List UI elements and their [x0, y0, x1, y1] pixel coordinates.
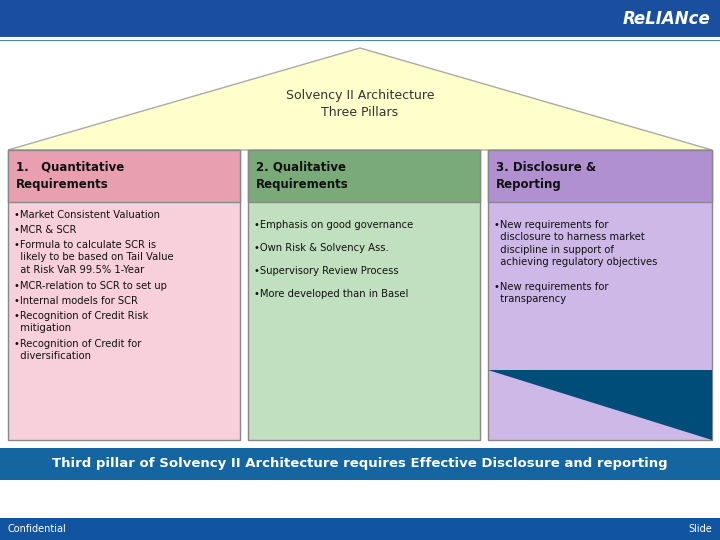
Bar	[488, 150, 712, 202]
Bar	[248, 150, 480, 440]
Bar	[8, 150, 240, 202]
Text: •MCR-relation to SCR to set up: •MCR-relation to SCR to set up	[14, 281, 167, 291]
Text: •Supervisory Review Process: •Supervisory Review Process	[254, 266, 399, 276]
Text: •Recognition of Credit for
  diversification: •Recognition of Credit for diversificati…	[14, 339, 141, 361]
Polygon shape	[8, 48, 712, 150]
Text: 3. Disclosure &
Reporting: 3. Disclosure & Reporting	[496, 161, 596, 191]
Text: Solvency II Architecture
Three Pillars: Solvency II Architecture Three Pillars	[286, 89, 434, 119]
Text: •New requirements for
  transparency: •New requirements for transparency	[494, 282, 608, 305]
Text: 2. Qualitative
Requirements: 2. Qualitative Requirements	[256, 161, 348, 191]
Text: 1.   Quantitative
Requirements: 1. Quantitative Requirements	[16, 161, 125, 191]
Bar	[248, 150, 480, 202]
Bar	[0, 480, 720, 518]
Text: •New requirements for
  disclosure to harness market
  discipline in support of
: •New requirements for disclosure to harn…	[494, 220, 657, 267]
Text: •Internal models for SCR: •Internal models for SCR	[14, 296, 138, 306]
Text: Slide: Slide	[688, 524, 712, 534]
Bar	[488, 150, 712, 440]
Text: Confidential: Confidential	[8, 524, 67, 534]
Bar	[0, 518, 720, 540]
Text: •More developed than in Basel: •More developed than in Basel	[254, 289, 408, 299]
Bar	[0, 448, 720, 480]
Text: •Market Consistent Valuation: •Market Consistent Valuation	[14, 210, 160, 220]
Text: •Formula to calculate SCR is
  likely to be based on Tail Value
  at Risk VaR 99: •Formula to calculate SCR is likely to b…	[14, 240, 174, 275]
Text: Third pillar of Solvency II Architecture requires Effective Disclosure and repor: Third pillar of Solvency II Architecture…	[52, 457, 668, 470]
Text: •Emphasis on good governance: •Emphasis on good governance	[254, 220, 413, 230]
Text: •MCR & SCR: •MCR & SCR	[14, 225, 76, 235]
Bar	[0, 0, 720, 38]
Text: •Recognition of Credit Risk
  mitigation: •Recognition of Credit Risk mitigation	[14, 311, 148, 333]
Polygon shape	[488, 370, 712, 440]
Text: •Own Risk & Solvency Ass.: •Own Risk & Solvency Ass.	[254, 243, 389, 253]
Bar	[8, 150, 240, 440]
Text: ReLIANce: ReLIANce	[622, 10, 710, 28]
